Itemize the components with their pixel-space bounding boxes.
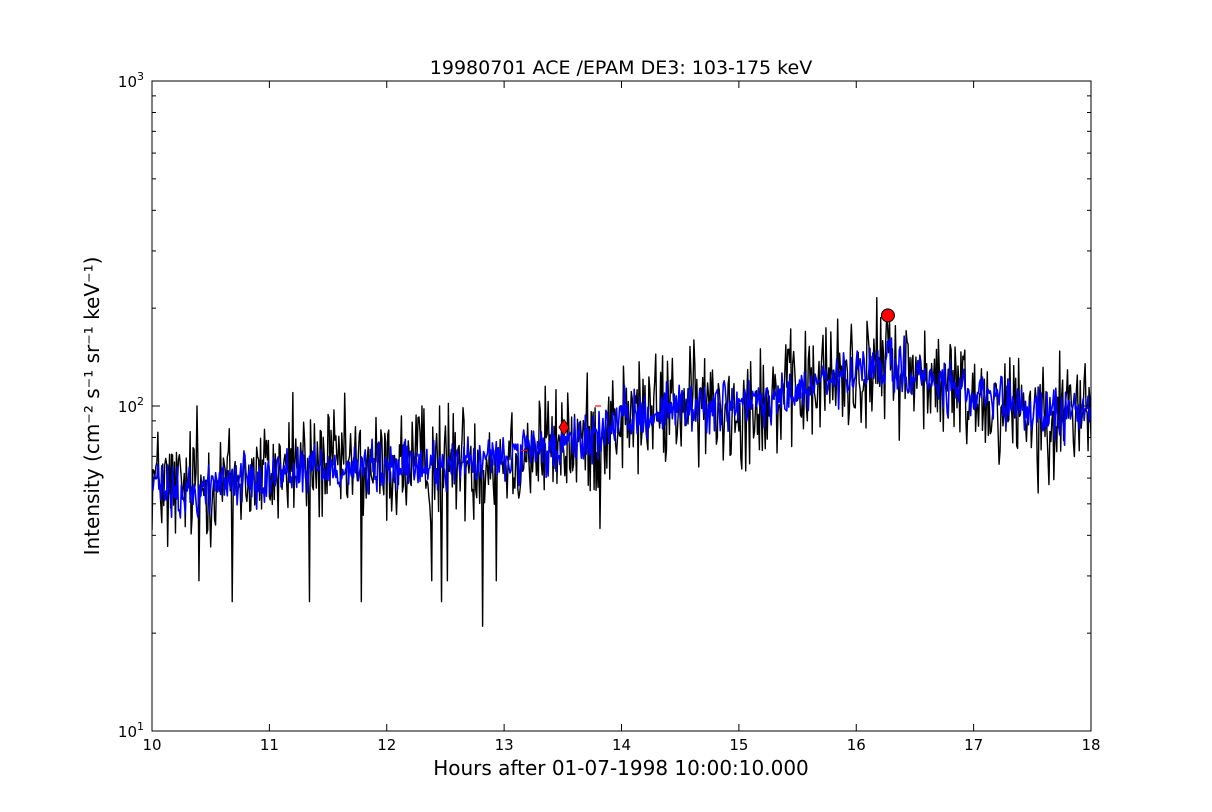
y-tick-label: 101 — [118, 720, 144, 741]
x-tick-label: 14 — [612, 736, 631, 754]
marker-layer — [521, 308, 895, 452]
onset-marker — [558, 418, 570, 437]
y-tick-label: 102 — [118, 395, 144, 416]
x-tick-label: 12 — [377, 736, 396, 754]
x-tick-label: 10 — [142, 736, 161, 754]
chart-title: 19980701 ACE /EPAM DE3: 103-175 keV — [430, 57, 812, 79]
y-axis-label: Intensity (cm⁻² s⁻¹ sr⁻¹ keV⁻¹) — [80, 257, 104, 556]
x-axis-label: Hours after 01-07-1998 10:00:10.000 — [433, 756, 809, 780]
x-tick-label: 15 — [729, 736, 748, 754]
series-line — [152, 335, 1091, 519]
x-tick-label: 18 — [1081, 736, 1100, 754]
x-tick-label: 17 — [964, 736, 983, 754]
x-tick-label: 13 — [495, 736, 514, 754]
y-axis-ticks: 101 102 103 — [118, 70, 1091, 741]
peak-marker — [880, 308, 895, 323]
x-tick-label: 16 — [847, 736, 866, 754]
series-layer — [152, 296, 1091, 627]
y-tick-label: 103 — [118, 70, 144, 91]
x-axis-ticks: 10 11 12 13 14 15 16 17 18 — [142, 81, 1101, 754]
x-tick-label: 11 — [260, 736, 279, 754]
